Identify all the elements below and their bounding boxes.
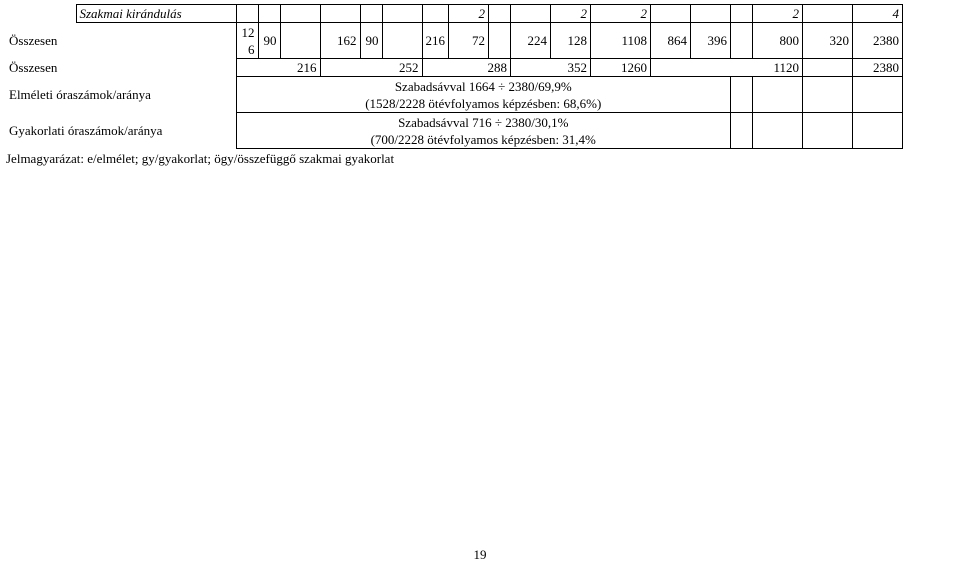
table-cell [320,5,360,23]
table-row: Összesen21625228835212601120 2380 [6,59,903,77]
table-cell [691,5,731,23]
table-cell [753,113,803,149]
table-cell [803,5,853,23]
data-table: Szakmai kirándulás22224Összesen12 690162… [6,4,903,149]
table-cell [236,5,258,23]
table-cell [803,59,853,77]
table-cell: 224 [511,23,551,59]
table-cell: 252 [320,59,422,77]
table-cell: 90 [360,23,382,59]
table-cell: Szabadsávval 716 ÷ 2380/30,1% (700/2228 … [236,113,731,149]
table-cell [280,23,320,59]
table-cell: 162 [320,23,360,59]
table-cell: 2 [753,5,803,23]
table-cell: Elméleti óraszámok/aránya [6,77,236,113]
table-cell [382,5,422,23]
table-cell [853,77,903,113]
table-cell [803,113,853,149]
data-table-host: Szakmai kirándulás22224Összesen12 690162… [6,4,954,149]
table-cell: 320 [803,23,853,59]
table-cell: Szabadsávval 1664 ÷ 2380/69,9% (1528/222… [236,77,731,113]
page-number: 19 [0,547,960,563]
table-row: Szakmai kirándulás22224 [6,5,903,23]
table-cell: 2380 [853,59,903,77]
table-cell: Gyakorlati óraszámok/aránya [6,113,236,149]
table-cell: 800 [753,23,803,59]
table-cell [6,5,76,23]
table-cell [731,5,753,23]
table-cell: 90 [258,23,280,59]
table-cell: 352 [511,59,591,77]
table-cell [258,5,280,23]
table-cell [280,5,320,23]
table-cell [382,23,422,59]
table-cell: 2 [551,5,591,23]
table-cell: 216 [236,59,320,77]
table-cell: Összesen [6,23,236,59]
legend-footnote: Jelmagyarázat: e/elmélet; gy/gyakorlat; … [6,149,954,167]
table-cell: 2 [591,5,651,23]
table-cell [511,5,551,23]
table-cell [803,77,853,113]
table-cell: 72 [449,23,489,59]
table-cell [753,77,803,113]
table-cell: 2380 [853,23,903,59]
page: Szakmai kirándulás22224Összesen12 690162… [0,0,960,571]
table-cell: 1260 [591,59,651,77]
table-cell: 396 [691,23,731,59]
table-cell: 1120 [651,59,803,77]
table-cell: Összesen [6,59,236,77]
table-cell: 1108 [591,23,651,59]
table-cell: Szakmai kirándulás [76,5,236,23]
table-cell [489,23,511,59]
table-cell [853,113,903,149]
table-cell [731,113,753,149]
table-cell [731,77,753,113]
table-cell: 2 [449,5,489,23]
table-cell: 864 [651,23,691,59]
table-row: Elméleti óraszámok/arányaSzabadsávval 16… [6,77,903,113]
table-cell: 288 [422,59,511,77]
table-cell [731,23,753,59]
table-row: Gyakorlati óraszámok/arányaSzabadsávval … [6,113,903,149]
table-cell: 216 [422,23,449,59]
table-cell [422,5,449,23]
table-cell: 4 [853,5,903,23]
table-cell [489,5,511,23]
table-row: Összesen12 69016290216722241281108864396… [6,23,903,59]
table-cell: 12 6 [236,23,258,59]
table-cell [360,5,382,23]
table-cell: 128 [551,23,591,59]
table-cell [651,5,691,23]
